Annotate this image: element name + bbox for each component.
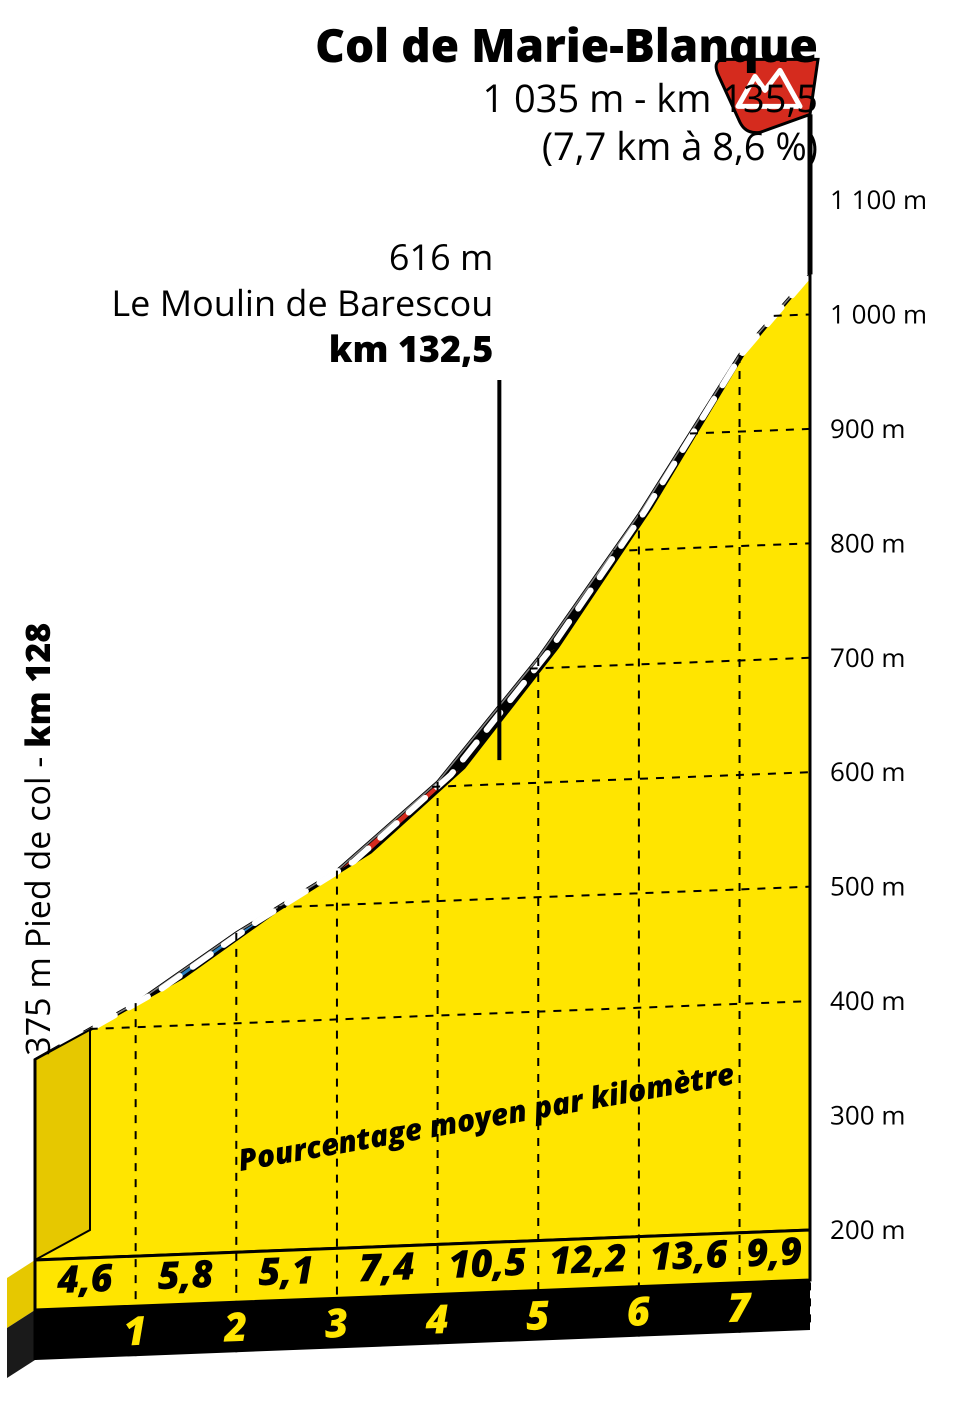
alt-label-1100: 1 100 m bbox=[830, 181, 927, 217]
gradient-pct-1: 4,6 bbox=[55, 1251, 115, 1305]
alt-label-700: 700 m bbox=[830, 639, 905, 675]
gradient-pct-7: 13,6 bbox=[649, 1227, 730, 1282]
gradient-pct-8: 9,9 bbox=[745, 1224, 803, 1278]
gradient-pct-2: 5,8 bbox=[157, 1247, 215, 1301]
waypoint-altitude: 616 m bbox=[389, 232, 493, 281]
alt-label-500: 500 m bbox=[830, 868, 905, 904]
summit-subtitle-2: (7,7 km à 8,6 %) bbox=[542, 120, 818, 172]
gradient-pct-5: 10,5 bbox=[448, 1235, 528, 1290]
km-label-1: 1 bbox=[122, 1302, 147, 1358]
alt-label-800: 800 m bbox=[830, 524, 905, 560]
alt-label-600: 600 m bbox=[830, 753, 905, 789]
start-side-face bbox=[35, 1030, 90, 1260]
km-label-6: 6 bbox=[626, 1282, 652, 1338]
gradient-pct-6: 12,2 bbox=[548, 1231, 628, 1286]
km-label-7: 7 bbox=[726, 1278, 753, 1334]
gradient-pct-3: 5,1 bbox=[257, 1243, 315, 1297]
alt-label-200: 200 m bbox=[830, 1211, 905, 1247]
alt-label-1000: 1 000 m bbox=[830, 295, 927, 331]
waypoint-name: Le Moulin de Barescou bbox=[111, 278, 493, 327]
km-label-5: 5 bbox=[525, 1286, 551, 1342]
alt-label-300: 300 m bbox=[830, 1097, 905, 1133]
summit-subtitle-1: 1 035 m - km 135,5 bbox=[482, 72, 818, 124]
km-label-4: 4 bbox=[423, 1290, 449, 1346]
climb-profile-chart: 200 m 300 m 400 m 500 m 600 m 700 m 800 m 900 m… bbox=[0, 0, 954, 1402]
waypoint-km: km 132,5 bbox=[329, 324, 494, 373]
summit-title: Col de Marie-Blanque bbox=[315, 14, 818, 76]
km-label-2: 2 bbox=[221, 1298, 248, 1354]
km-label-3: 3 bbox=[324, 1294, 349, 1350]
alt-label-400: 400 m bbox=[830, 982, 905, 1018]
gradient-pct-4: 7,4 bbox=[358, 1239, 416, 1293]
start-label: 375 m Pied de col - km 128 bbox=[14, 623, 60, 1056]
alt-label-900: 900 m bbox=[830, 410, 905, 446]
